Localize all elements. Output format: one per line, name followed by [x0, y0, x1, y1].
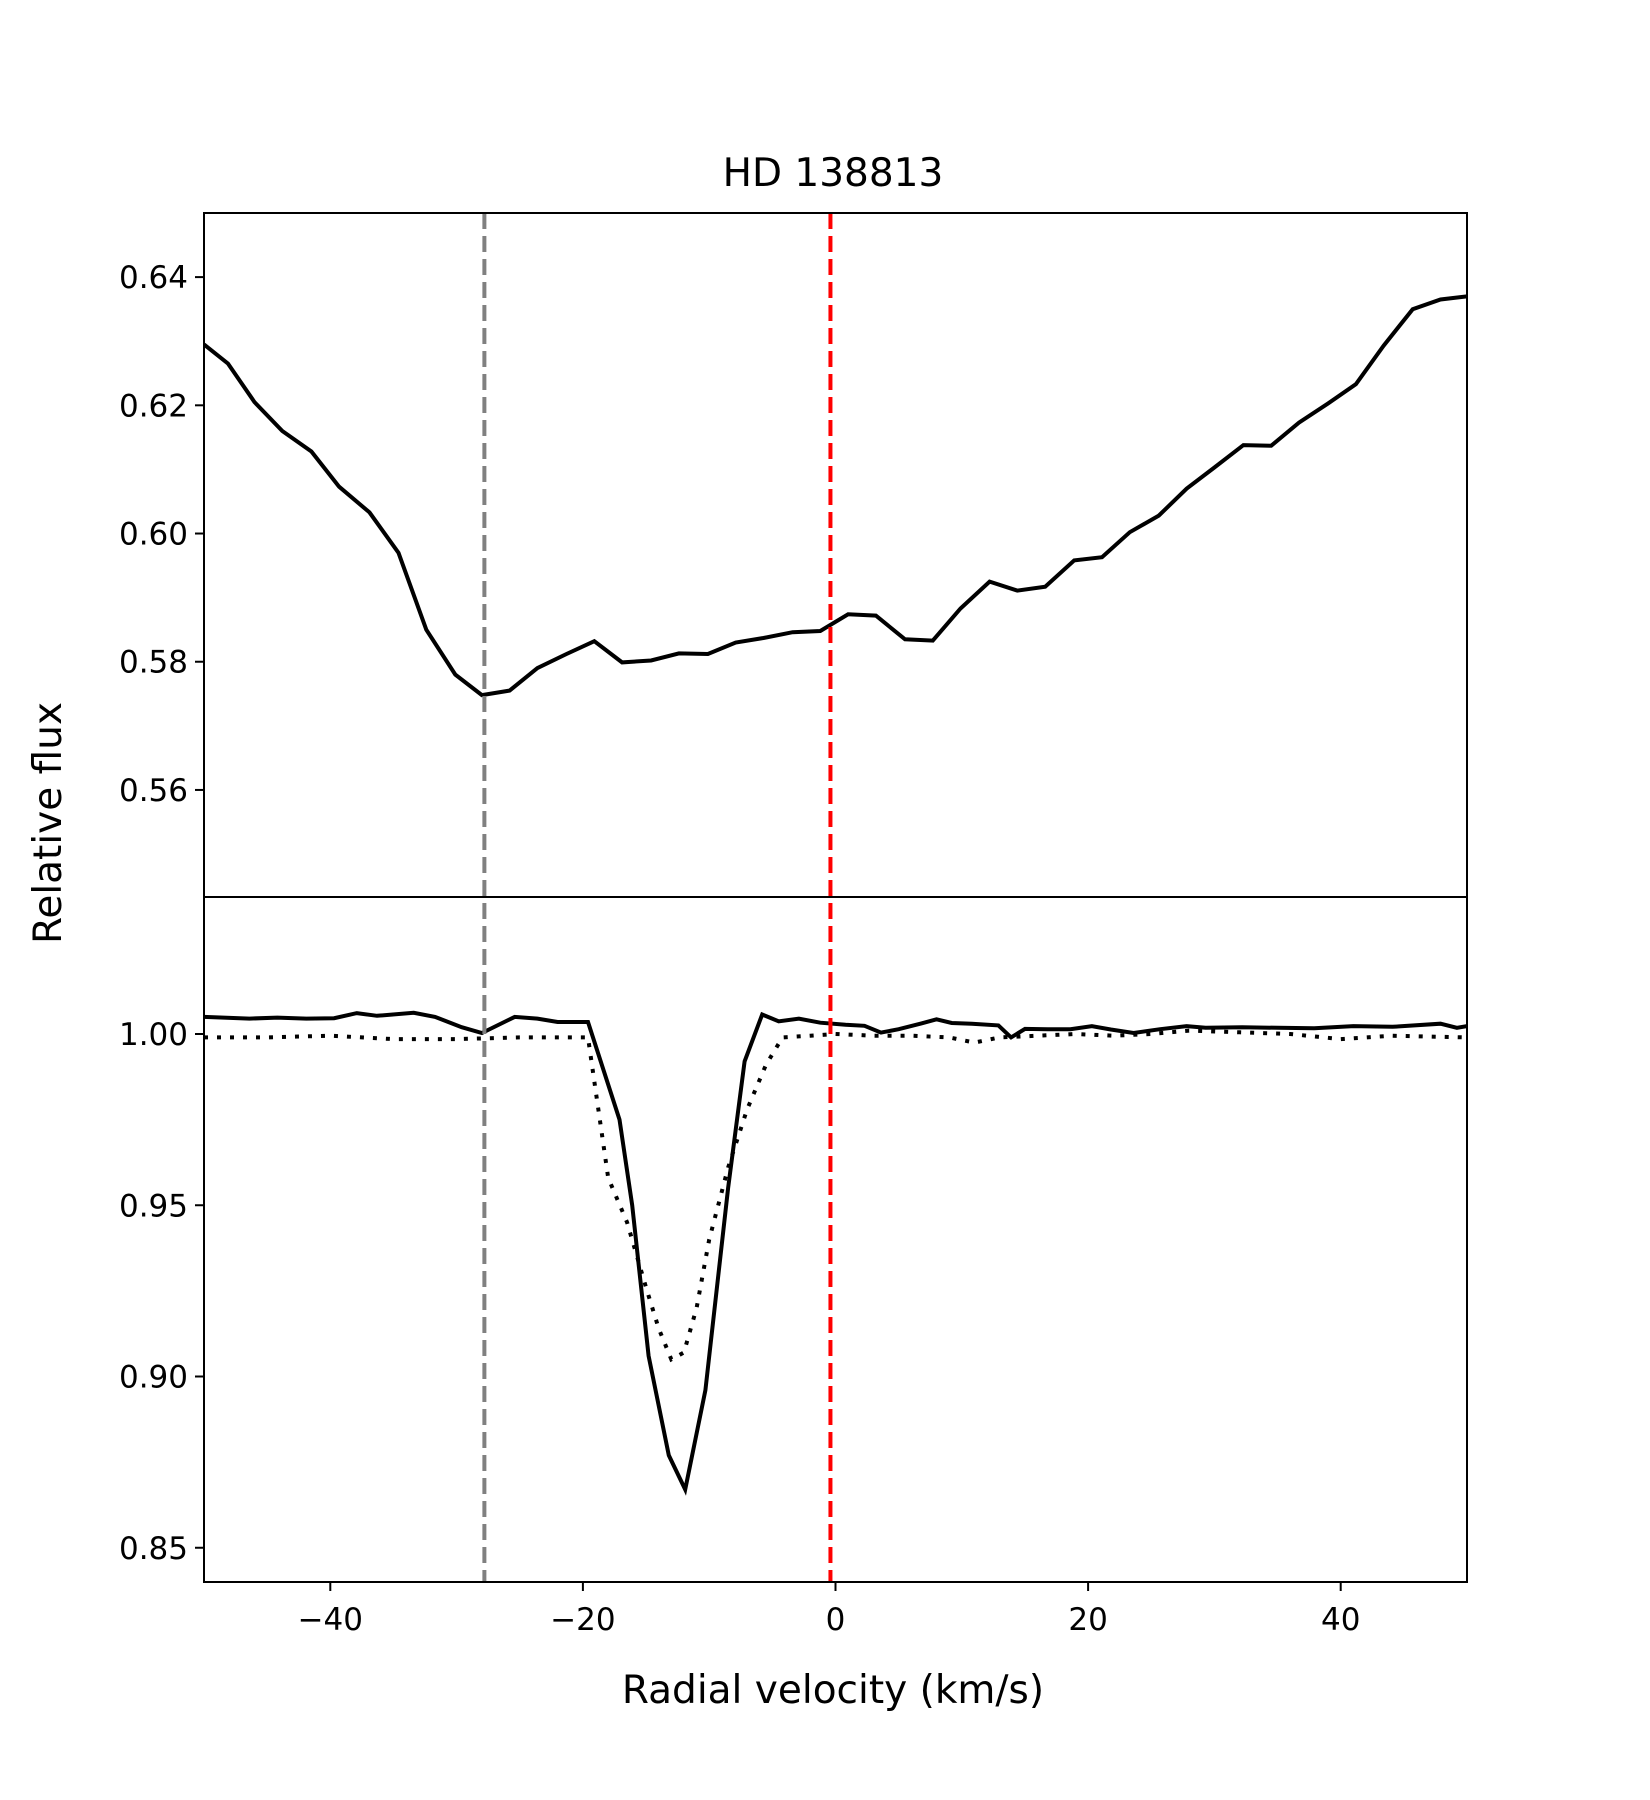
y-tick-label-top-1: 0.58 — [119, 645, 188, 681]
y-tick-label-bottom-2: 0.95 — [119, 1188, 188, 1224]
x-tick-label-1: −20 — [550, 1602, 615, 1638]
series-line-bottom-solid-0 — [204, 1010, 1467, 1496]
y-tick-label-bottom-3: 1.00 — [119, 1017, 188, 1053]
y-tick-label-top-2: 0.60 — [119, 517, 188, 553]
chart-title: HD 138813 — [723, 151, 944, 196]
y-tick-label-top-0: 0.56 — [119, 773, 188, 809]
y-tick-label-top-4: 0.64 — [119, 260, 188, 296]
bottom-panel: 0.85 0.90 0.95 1.00 −40 −20 0 20 40 — [119, 1010, 1467, 1638]
x-tick-label-4: 40 — [1321, 1602, 1360, 1638]
x-axis-label: Radial velocity (km/s) — [622, 1668, 1044, 1713]
series-line-bottom-dotted-1 — [204, 1028, 1467, 1363]
axes-frames — [203, 212, 1468, 1583]
x-tick-label-3: 20 — [1068, 1602, 1107, 1638]
y-tick-label-bottom-1: 0.90 — [119, 1360, 188, 1396]
axes-frame-bottom — [203, 896, 1468, 1583]
x-tick-label-0: −40 — [298, 1602, 363, 1638]
y-tick-label-bottom-0: 0.85 — [119, 1531, 188, 1567]
y-axis-label: Relative flux — [26, 702, 71, 944]
top-panel: 0.56 0.58 0.60 0.62 0.64 — [119, 260, 1467, 809]
x-tick-label-2: 0 — [826, 1602, 846, 1638]
y-tick-label-top-3: 0.62 — [119, 388, 188, 424]
series-line-top-solid-0 — [204, 294, 1467, 698]
reference-lines — [482, 213, 833, 1582]
